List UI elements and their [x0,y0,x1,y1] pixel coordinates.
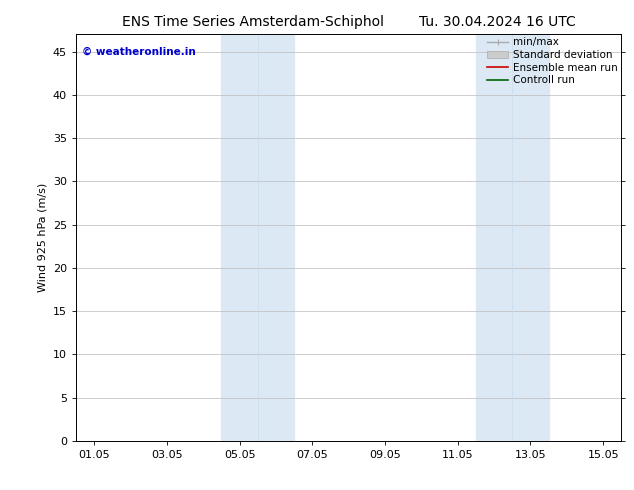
Bar [476,34,512,441]
Bar [512,34,548,441]
Bar [221,34,258,441]
Bar [258,34,294,441]
Legend: min/max, Standard deviation, Ensemble mean run, Controll run: min/max, Standard deviation, Ensemble me… [485,35,620,87]
Y-axis label: Wind 925 hPa (m/s): Wind 925 hPa (m/s) [37,183,48,292]
Text: © weatheronline.in: © weatheronline.in [82,47,195,56]
Title: ENS Time Series Amsterdam-Schiphol        Tu. 30.04.2024 16 UTC: ENS Time Series Amsterdam-Schiphol Tu. 3… [122,15,576,29]
